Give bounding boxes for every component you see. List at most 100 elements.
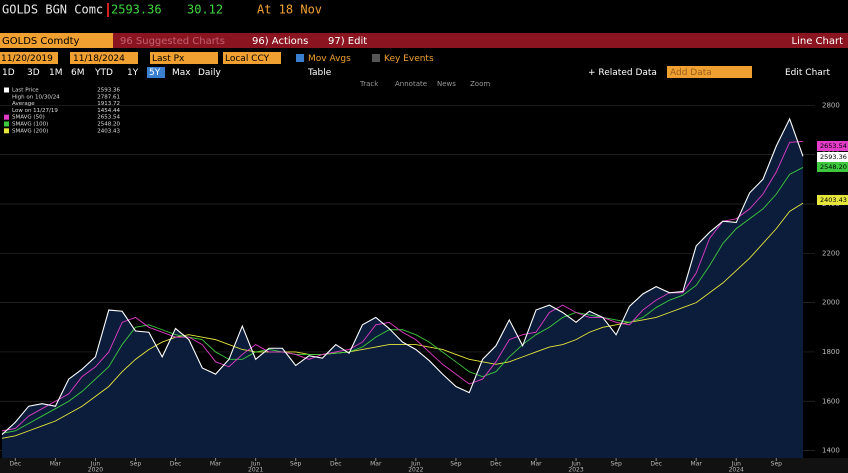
last-value-label: 2403.43 <box>820 196 847 204</box>
chart-tool[interactable]: Zoom <box>470 80 490 88</box>
moving-average-line <box>1 167 804 434</box>
mov-avgs[interactable]: Mov Avgs <box>308 54 351 64</box>
y-tick-label: 1600 <box>822 397 840 405</box>
x-year-label: 2024 <box>729 467 744 473</box>
x-year-label: 2021 <box>248 467 263 473</box>
x-tick-label: Jun <box>410 461 421 468</box>
legend-value: 2787.61 <box>97 94 120 100</box>
view-label: Line Chart <box>792 36 844 47</box>
x-tick-label: Dec <box>490 461 502 468</box>
x-tick-label: Dec <box>330 461 342 468</box>
security[interactable]: GOLDS Comdty <box>2 36 80 47</box>
period-button[interactable]: Max <box>172 68 191 78</box>
legend-label: High on 10/30/24 <box>12 94 60 100</box>
add-data-input[interactable] <box>667 66 752 78</box>
x-tick-label: Mar <box>50 461 62 468</box>
selected-period[interactable] <box>147 67 165 78</box>
legend-value: 2593.36 <box>97 88 120 94</box>
x-tick-label: Dec <box>10 461 22 468</box>
period-button[interactable]: YTD <box>94 68 113 78</box>
legend-value: 1454.44 <box>97 108 120 114</box>
edit-chart[interactable]: Edit Chart <box>785 68 830 78</box>
add-data[interactable]: Add Data <box>670 68 712 78</box>
period-button[interactable]: 3D <box>27 68 40 78</box>
checkbox[interactable] <box>296 54 304 62</box>
x-tick-label: Jun <box>570 461 581 468</box>
last-value-tag <box>817 195 848 205</box>
x-tick-label: Sep <box>771 461 783 468</box>
start-date[interactable]: 11/20/2019 <box>1 54 53 64</box>
end-date[interactable]: 11/18/2024 <box>73 54 125 64</box>
last-value-label: 2653.54 <box>820 142 847 150</box>
y-tick-label: 2200 <box>822 249 840 257</box>
x-year-label: 2023 <box>568 467 583 473</box>
x-tick-label: Jun <box>90 461 101 468</box>
legend-swatch <box>4 87 9 93</box>
suggested[interactable]: 96 Suggested Charts <box>120 36 225 47</box>
x-year-label: 2020 <box>88 467 103 473</box>
period-button[interactable]: Daily <box>198 68 221 78</box>
y-tick-label: 1800 <box>822 348 840 356</box>
chart-tool[interactable]: News <box>437 80 456 88</box>
legend-label: Average <box>12 101 35 107</box>
x-tick-label: Mar <box>370 461 382 468</box>
chart-tool[interactable]: Annotate <box>395 80 427 88</box>
related-data[interactable]: + Related Data <box>588 68 657 78</box>
period-button[interactable]: 1Y <box>127 68 139 78</box>
price: 2593.36 <box>111 3 162 17</box>
menu-bar <box>0 33 848 48</box>
x-tick-label: Dec <box>170 461 182 468</box>
period-button[interactable]: 5Y <box>149 68 161 78</box>
security-box[interactable] <box>0 33 113 48</box>
field-input[interactable] <box>150 52 218 64</box>
ticker: GOLDS BGN Comc <box>2 3 103 17</box>
x-tick-label: Sep <box>450 461 462 468</box>
last-value-label: 2548.20 <box>820 163 847 171</box>
key-events[interactable]: Key Events <box>384 54 434 64</box>
field[interactable]: Last Px <box>152 54 185 64</box>
currency[interactable]: Local CCY <box>225 54 270 64</box>
change: 30.12 <box>187 3 223 17</box>
legend-label: SMAVG (100) <box>12 122 48 128</box>
legend-value: 2548.20 <box>97 122 120 128</box>
currency-input[interactable] <box>223 52 281 64</box>
legend-value: 2403.43 <box>97 128 120 134</box>
end-input[interactable] <box>70 52 138 64</box>
legend-label: SMAVG (50) <box>12 115 45 121</box>
x-tick-label: Sep <box>610 461 622 468</box>
period-button[interactable]: 6M <box>71 68 85 78</box>
last-value-tag <box>817 162 848 172</box>
x-year-label: 2022 <box>408 467 423 473</box>
moving-average-line <box>1 202 804 439</box>
time: At 18 Nov <box>257 3 322 17</box>
table-button[interactable]: Table <box>307 68 332 78</box>
x-tick-label: Dec <box>650 461 662 468</box>
legend-swatch <box>4 121 9 127</box>
y-tick-label: 1400 <box>822 447 840 455</box>
x-tick-label: Mar <box>210 461 222 468</box>
price-line <box>1 117 804 435</box>
actions-menu[interactable]: 96) Actions <box>252 36 308 47</box>
y-tick-label: 2000 <box>822 299 840 307</box>
x-tick-label: Mar <box>691 461 703 468</box>
x-tick-label: Sep <box>290 461 302 468</box>
checkbox[interactable] <box>372 54 380 62</box>
price-area <box>2 118 803 459</box>
last-value-tag <box>817 152 848 162</box>
legend-swatch <box>4 128 9 134</box>
last-value-label: 2593.36 <box>820 153 847 161</box>
legend-swatch <box>4 114 9 120</box>
start-input[interactable] <box>0 52 58 64</box>
period-button[interactable]: 1M <box>49 68 63 78</box>
edit-menu[interactable]: 97) Edit <box>328 36 367 47</box>
x-tick-label: Jun <box>250 461 261 468</box>
period-button[interactable]: 1D <box>2 68 15 78</box>
chart-tool[interactable]: Track <box>359 80 379 88</box>
y-tick-label: 2800 <box>822 101 840 109</box>
legend-value: 1913.72 <box>97 101 120 107</box>
last-value-tag <box>817 141 848 151</box>
legend-value: 2653.54 <box>97 115 120 121</box>
x-tick-label: Jun <box>731 461 742 468</box>
tick-marker <box>107 3 109 17</box>
